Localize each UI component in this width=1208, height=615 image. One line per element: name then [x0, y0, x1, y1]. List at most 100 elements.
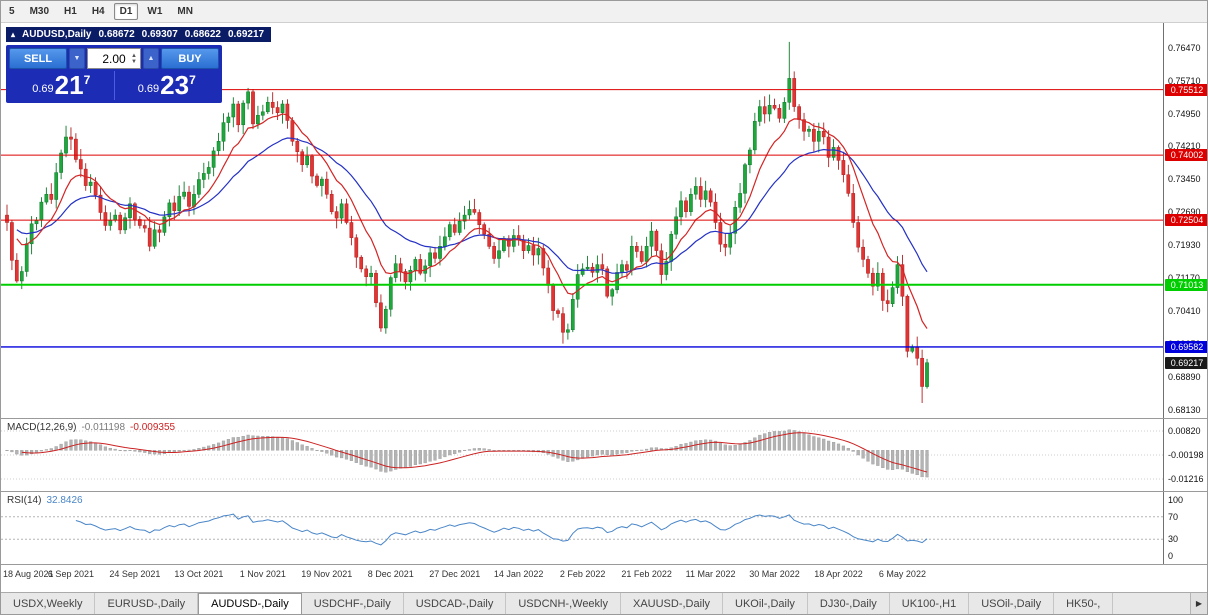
- date-axis[interactable]: 18 Aug 2021 6 Sep 2021 24 Sep 2021 13 Oct 2…: [1, 567, 1163, 583]
- chart-tab-usdcnh-weekly[interactable]: USDCNH-,Weekly: [506, 593, 621, 614]
- sell-price-display[interactable]: 0.69 21 7: [9, 71, 114, 100]
- sell-button[interactable]: SELL: [9, 48, 67, 69]
- macd-histogram-bar: [310, 448, 314, 451]
- macd-histogram-bar: [576, 450, 580, 461]
- macd-histogram-bar: [123, 450, 127, 452]
- macd-histogram-bar: [202, 446, 206, 451]
- macd-histogram-bar: [251, 435, 255, 451]
- candle: [452, 224, 457, 233]
- timeframe-button-MN[interactable]: MN: [177, 6, 193, 17]
- panel-separator[interactable]: [1, 491, 1207, 492]
- macd-histogram-bar: [895, 450, 900, 470]
- chart-tab-uk100-h1[interactable]: UK100-,H1: [890, 593, 970, 614]
- candle: [260, 111, 265, 116]
- candle: [531, 245, 536, 256]
- volume-input[interactable]: 2.00 ▲ ▼: [87, 48, 141, 69]
- macd-histogram-bar: [266, 436, 270, 451]
- volume-spinner-down-icon[interactable]: ▼: [131, 58, 137, 65]
- panel-separator[interactable]: [1, 418, 1207, 419]
- rsi-line: [75, 513, 928, 546]
- volume-value: 2.00: [102, 51, 126, 66]
- macd-canvas[interactable]: [1, 419, 1163, 491]
- timeframe-button-M30[interactable]: M30: [29, 6, 50, 17]
- price-axis[interactable]: 0.76470 0.75710 0.74950 0.74210 0.73450 0.726…: [1163, 23, 1207, 418]
- macd-histogram-bar: [84, 440, 88, 451]
- candle: [172, 202, 177, 211]
- macd-axis[interactable]: 0.00820 -0.00198 -0.01216: [1163, 419, 1207, 491]
- macd-histogram-bar: [802, 433, 806, 451]
- macd-histogram-bar: [305, 446, 309, 451]
- candle: [113, 214, 118, 221]
- chart-tab-usdcad-daily[interactable]: USDCAD-,Daily: [404, 593, 507, 614]
- timeframe-button-H1[interactable]: H1: [64, 6, 77, 17]
- price-chart-panel: ▴ AUDUSD,Daily 0.68672 0.69307 0.68622 0…: [1, 23, 1207, 418]
- fast-ma-line: [16, 113, 928, 329]
- candle: [39, 201, 44, 221]
- price-chart-canvas[interactable]: [1, 23, 1163, 418]
- date-tick-label: 11 Mar 2022: [685, 569, 736, 579]
- macd-histogram-bar: [910, 450, 914, 474]
- price-level-badge: 0.69582: [1165, 340, 1207, 353]
- candle: [684, 200, 688, 212]
- chart-tab-eurusd-daily[interactable]: EURUSD-,Daily: [95, 593, 199, 614]
- chart-tab-audusd-daily[interactable]: AUDUSD-,Daily: [198, 593, 302, 614]
- buy-price-display[interactable]: 0.69 23 7: [113, 71, 220, 100]
- candle: [762, 106, 767, 115]
- chart-tab-dj30-daily[interactable]: DJ30-,Daily: [808, 593, 890, 614]
- macd-tick-label: 0.00820: [1168, 426, 1201, 436]
- chart-tab-usdx-weekly[interactable]: USDX,Weekly: [1, 593, 96, 614]
- timeframe-button-W1[interactable]: W1: [147, 6, 163, 17]
- timeframe-button-H4[interactable]: H4: [91, 6, 105, 17]
- candle: [570, 299, 575, 330]
- rsi-label: RSI(14) 32.8426: [7, 495, 83, 506]
- macd-histogram-bar: [846, 448, 850, 451]
- macd-panel: MACD(12,26,9) -0.011198 -0.009355 0.00820 -…: [1, 419, 1207, 491]
- rsi-panel: RSI(14) 32.8426 100 70 30 0: [1, 492, 1207, 564]
- rsi-canvas[interactable]: [1, 492, 1163, 564]
- macd-histogram-bar: [841, 445, 845, 451]
- macd-signal-value: -0.009355: [130, 422, 176, 433]
- price-tick-label: 0.71930: [1168, 240, 1201, 251]
- macd-histogram-bar: [748, 440, 752, 451]
- chart-tab-usoil-daily[interactable]: USOil-,Daily: [969, 593, 1055, 614]
- rsi-axis[interactable]: 100 70 30 0: [1163, 492, 1207, 564]
- tabs-scroll-right-icon[interactable]: ▶: [1190, 593, 1207, 614]
- macd-histogram-bar: [30, 450, 34, 455]
- chart-tab-ukoil-daily[interactable]: UKOil-,Daily: [723, 593, 808, 614]
- candle: [629, 246, 634, 271]
- macd-histogram-bar: [625, 450, 629, 453]
- candle: [182, 191, 186, 197]
- macd-histogram-bar: [88, 441, 93, 451]
- candle: [679, 200, 683, 218]
- macd-histogram-bar: [851, 450, 855, 452]
- candle: [831, 147, 836, 158]
- sell-dropdown-icon[interactable]: ▼: [69, 48, 85, 69]
- candle: [546, 267, 551, 286]
- volume-spinner-up-icon[interactable]: ▲: [131, 52, 137, 59]
- candle: [511, 235, 516, 247]
- macd-histogram-bar: [93, 442, 98, 451]
- chart-tab-xauusd-daily[interactable]: XAUUSD-,Daily: [621, 593, 724, 614]
- candle: [723, 243, 728, 248]
- candle: [915, 346, 920, 359]
- timeframe-button-D1[interactable]: D1: [113, 3, 139, 20]
- candle: [246, 91, 250, 104]
- chart-tab-usdchf-daily[interactable]: USDCHF-,Daily: [302, 593, 404, 614]
- macd-histogram-bar: [103, 446, 107, 451]
- candle: [98, 194, 103, 213]
- candle: [49, 194, 54, 200]
- macd-histogram-bar: [586, 450, 590, 458]
- candle: [74, 138, 78, 160]
- chart-tab-hk50-[interactable]: HK50-,: [1054, 593, 1114, 614]
- macd-histogram-bar: [290, 440, 294, 451]
- timeframe-button-5[interactable]: 5: [9, 6, 15, 17]
- date-tick-label: 14 Jan 2022: [493, 569, 544, 579]
- candle: [206, 167, 211, 174]
- buy-up-icon[interactable]: ▲: [143, 48, 159, 69]
- rsi-tick-label: 100: [1168, 495, 1184, 505]
- candle: [251, 91, 255, 125]
- price-tick-label: 0.72690: [1168, 207, 1201, 218]
- candle: [821, 131, 826, 138]
- buy-button[interactable]: BUY: [161, 48, 219, 69]
- candle: [487, 233, 492, 247]
